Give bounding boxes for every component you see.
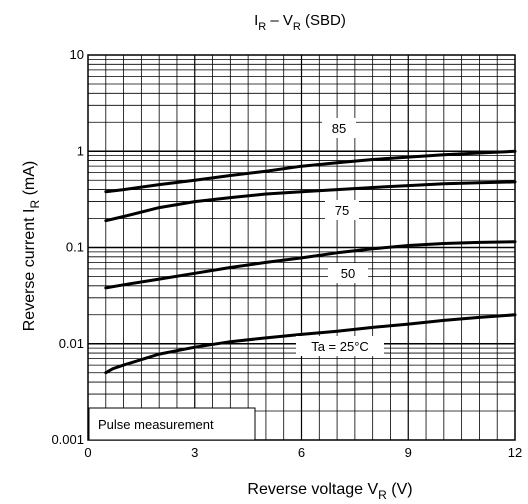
- label-85-text: 85: [332, 121, 346, 136]
- label-75: 75: [325, 200, 359, 220]
- label-50: 50: [328, 263, 368, 283]
- label-50-text: 50: [341, 266, 355, 281]
- plot-frame: [87, 54, 516, 441]
- y-tick-label: 1: [77, 143, 84, 158]
- y-tick-label: 0.1: [66, 240, 84, 255]
- label-25: Ta = 25°C: [296, 336, 384, 356]
- x-tick-label: 6: [298, 445, 305, 460]
- y-tick-label: 10: [70, 47, 84, 62]
- chart-title: IR – VR (SBD): [254, 12, 346, 33]
- grid: [88, 55, 515, 440]
- x-tick-label: 3: [191, 445, 198, 460]
- y-tick-label: 0.001: [51, 432, 84, 447]
- pulse-note-box: Pulse measurement: [88, 407, 256, 441]
- series-group: [104, 149, 517, 375]
- x-axis-label: Reverse voltage VR (V): [247, 481, 412, 502]
- series-line-3: [104, 313, 517, 375]
- label-75-text: 75: [335, 203, 349, 218]
- x-tick-label: 0: [84, 445, 91, 460]
- label-85: 85: [322, 118, 356, 138]
- x-tick-label: 12: [508, 445, 522, 460]
- y-axis-label: Reverse current IR (mA): [21, 161, 42, 332]
- axis-ticks: 0 3 6 9 12 0.001 0.01 0.1 1 10: [51, 47, 522, 460]
- series-line-1: [104, 180, 517, 223]
- label-25-text: Ta = 25°C: [311, 339, 369, 354]
- series-line-2: [104, 240, 517, 290]
- y-tick-label: 0.01: [59, 336, 84, 351]
- pulse-note-text: Pulse measurement: [98, 417, 214, 432]
- x-tick-label: 9: [405, 445, 412, 460]
- series-line-0: [104, 149, 517, 194]
